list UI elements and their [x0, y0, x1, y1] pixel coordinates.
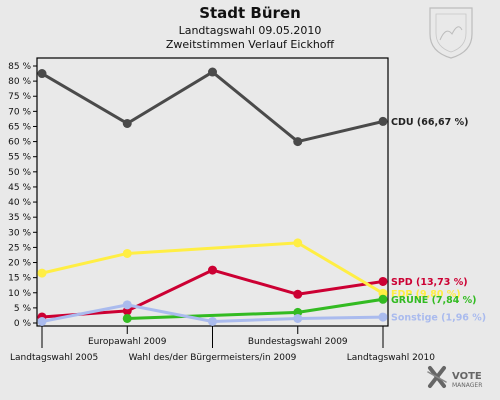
y-tick-label: 55 %: [8, 153, 31, 163]
series-layer: CDU (66,67 %) SPD (13,73 %)FDP (9,80 %)GR…: [37, 67, 486, 326]
y-tick-label: 10 %: [8, 289, 31, 299]
x-axis: Landtagswahl 2005 Europawahl 2009 Wahl des…: [10, 326, 435, 363]
series-line-fdp: [41, 241, 384, 295]
data-point-sonstige: [37, 316, 47, 326]
chart-title: Stadt Büren: [199, 4, 301, 22]
y-tick-label: 50 %: [8, 168, 31, 178]
data-point-grüne: [122, 313, 132, 323]
y-tick-label: 45 %: [8, 183, 31, 193]
data-point-grüne: [378, 294, 388, 304]
y-tick-label: 85 %: [8, 62, 31, 72]
y-tick-label: 25 %: [8, 243, 31, 253]
data-point-spd: [208, 265, 217, 275]
data-point-sonstige: [293, 313, 303, 323]
x-logo-icon: [427, 366, 447, 388]
series-end-label: SPD (13,73 %): [391, 277, 468, 288]
y-tick-label: 65 %: [8, 122, 31, 132]
data-point-cdu: [37, 69, 47, 79]
chart-subtitle-1: Landtagswahl 09.05.2010: [179, 24, 322, 37]
series-line-spd: [41, 268, 384, 319]
data-point-fdp: [293, 238, 303, 248]
series-end-label: Sonstige (1,96 %): [391, 313, 486, 324]
data-point-sonstige: [208, 316, 217, 326]
y-tick-label: 35 %: [8, 213, 31, 223]
logo-text-sub: MANAGER: [452, 382, 482, 389]
chart-subtitle-2: Zweitstimmen Verlauf Eickhoff: [166, 38, 335, 51]
x-tick-label: Wahl des/der Bürgermeisters/in 2009: [129, 353, 297, 363]
series-line-cdu: [41, 70, 384, 144]
data-point-cdu: [378, 116, 388, 126]
data-point-cdu: [208, 67, 217, 77]
y-tick-label: 80 %: [8, 77, 31, 87]
data-point-spd: [378, 276, 388, 286]
data-point-spd: [293, 289, 303, 299]
coat-of-arms-icon: [429, 7, 473, 59]
data-point-cdu: [293, 137, 303, 147]
x-tick-label: Landtagswahl 2010: [347, 353, 436, 363]
y-tick-label: 70 %: [8, 107, 31, 117]
y-axis: 0 % 5 % 10 % 15 % 20 % 25 % 30 % 35 % 40 % 45 % 50…: [8, 62, 37, 329]
series-line-grüne: [127, 297, 384, 320]
data-point-fdp: [37, 268, 47, 278]
data-point-sonstige: [122, 300, 132, 310]
data-point-sonstige: [378, 312, 388, 322]
data-point-fdp: [122, 248, 132, 258]
y-tick-label: 60 %: [8, 138, 31, 148]
votemanager-logo: VOTE MANAGER: [427, 366, 482, 389]
series-end-label: FDP (9,80 %): [391, 289, 461, 300]
x-tick-label: Bundestagswahl 2009: [248, 337, 348, 347]
plot-frame: [36, 57, 389, 327]
logo-text-main: VOTE: [452, 371, 482, 382]
y-tick-label: 5 %: [14, 304, 32, 314]
y-tick-label: 15 %: [8, 274, 31, 284]
y-tick-label: 40 %: [8, 198, 31, 208]
series-end-label: GRÜNE (7,84 %): [391, 295, 477, 306]
data-point-cdu: [122, 118, 132, 128]
y-tick-label: 20 %: [8, 259, 31, 269]
y-tick-label: 30 %: [8, 228, 31, 238]
series-end-label: CDU (66,67 %): [391, 117, 468, 128]
x-tick-label: Landtagswahl 2005: [10, 353, 98, 363]
y-tick-label: 0 %: [14, 319, 32, 329]
x-tick-label: Europawahl 2009: [88, 337, 167, 347]
y-tick-label: 75 %: [8, 92, 31, 102]
